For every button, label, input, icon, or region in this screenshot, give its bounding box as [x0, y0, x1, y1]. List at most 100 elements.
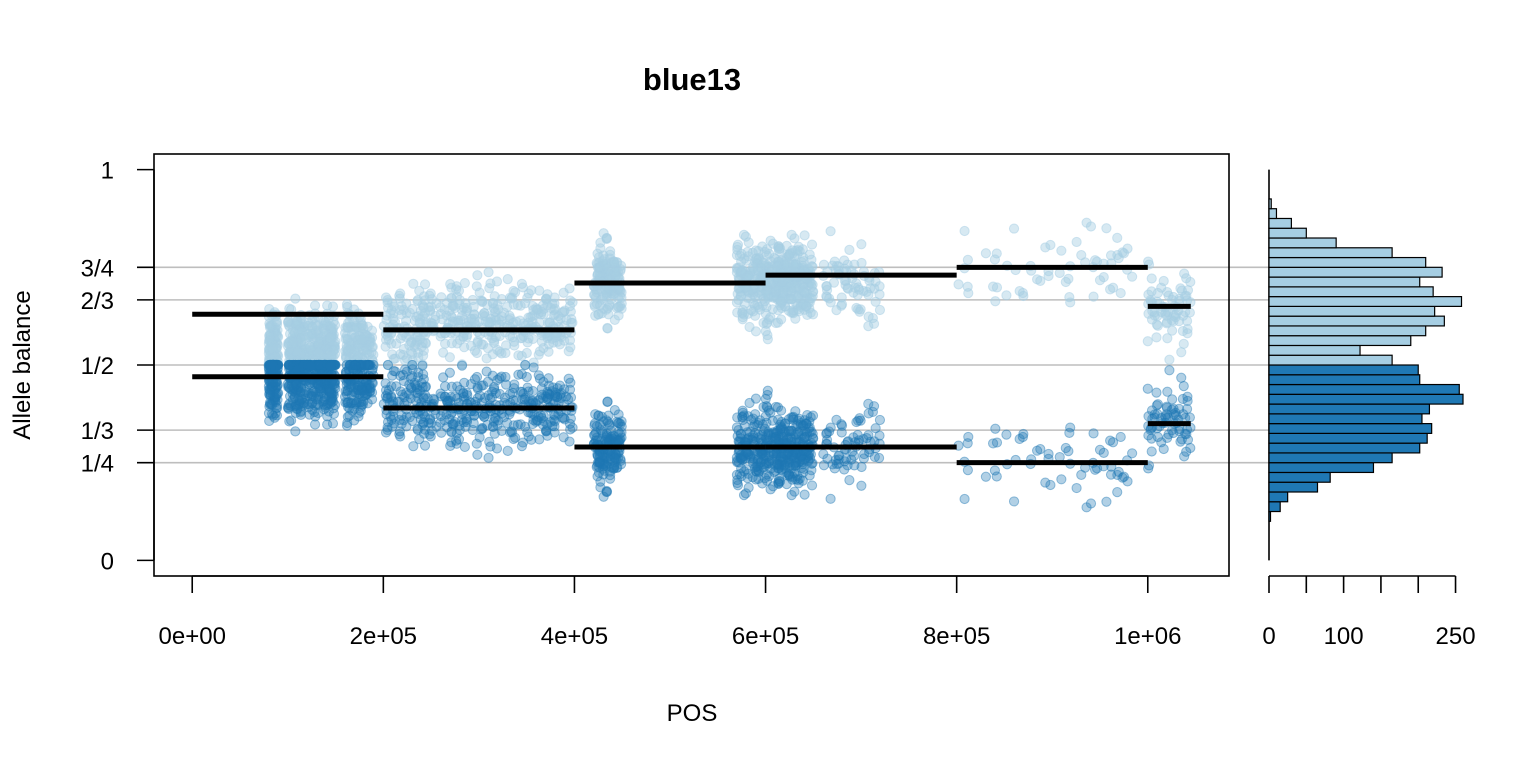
point-minor [772, 458, 783, 469]
point-major [469, 345, 481, 356]
point-major [469, 313, 480, 324]
point-major [1178, 338, 1189, 349]
y-tick-label: 1 [101, 158, 114, 185]
point-minor [504, 427, 516, 438]
point-major [953, 279, 964, 290]
histogram-bar-minor [1268, 374, 1421, 386]
point-minor [491, 443, 503, 454]
point-major [785, 294, 797, 305]
point-minor [542, 392, 553, 403]
point-major [304, 342, 316, 354]
point-major [1146, 273, 1157, 284]
point-major [488, 337, 500, 348]
point-major [1176, 285, 1187, 296]
point-major [518, 331, 529, 342]
point-minor [733, 424, 744, 436]
point-major [419, 279, 431, 290]
histogram-bar-minor [1268, 452, 1393, 464]
x-axis-label: POS [667, 700, 718, 727]
point-major [602, 323, 613, 334]
point-minor [441, 422, 453, 433]
point-major [610, 269, 621, 281]
point-major [1181, 273, 1192, 284]
point-minor [419, 440, 431, 451]
point-major [481, 353, 492, 364]
point-minor [868, 401, 880, 412]
points-minor-allele [263, 359, 1196, 513]
point-minor [488, 382, 500, 393]
point-major [732, 239, 744, 250]
point-minor [516, 368, 527, 380]
point-minor [481, 366, 492, 377]
point-minor [396, 410, 407, 421]
point-minor [842, 436, 854, 447]
point-minor [408, 441, 419, 452]
point-major [1008, 223, 1020, 234]
point-major [340, 333, 351, 345]
point-major [1170, 312, 1181, 323]
point-minor [286, 415, 297, 426]
y-axis-label: Allele balance [9, 290, 36, 439]
point-major [1071, 236, 1082, 248]
point-minor [788, 460, 799, 471]
point-minor [412, 388, 423, 399]
point-minor [1170, 407, 1181, 418]
histogram-bar-major [1268, 325, 1427, 337]
point-minor [394, 426, 405, 437]
point-minor [738, 410, 750, 421]
point-major [330, 343, 341, 355]
point-major [1161, 317, 1173, 328]
point-minor [844, 475, 855, 486]
point-minor [758, 450, 769, 461]
histogram-bar-minor [1268, 364, 1419, 376]
point-major [1162, 287, 1173, 298]
point-major [777, 276, 788, 287]
point-minor [1162, 432, 1173, 443]
point-major [418, 350, 429, 361]
point-major [753, 287, 764, 298]
point-minor [313, 359, 324, 371]
point-major [831, 305, 842, 316]
point-major [504, 292, 516, 303]
point-minor [1063, 446, 1074, 457]
point-minor [551, 391, 563, 403]
point-major [303, 331, 315, 342]
point-minor [502, 445, 513, 457]
point-minor [489, 428, 500, 439]
point-major [1101, 223, 1112, 234]
point-major [528, 304, 539, 316]
point-minor [1085, 498, 1097, 509]
point-major [1143, 256, 1154, 267]
point-minor [597, 426, 608, 437]
point-minor [750, 393, 762, 404]
y-tick-label: 3/4 [81, 255, 114, 282]
point-minor [305, 361, 316, 372]
x-tick-label: 1e+06 [1114, 623, 1181, 650]
point-minor [959, 493, 970, 505]
point-major [804, 249, 815, 260]
point-major [549, 303, 561, 314]
point-major [452, 338, 463, 349]
point-major [541, 293, 552, 304]
point-major [477, 296, 488, 308]
x-tick-label: 0e+00 [159, 623, 226, 650]
point-minor [291, 403, 302, 415]
point-major [980, 248, 992, 259]
histogram-bar-major [1268, 335, 1412, 347]
point-major [404, 307, 415, 318]
point-minor [856, 480, 867, 491]
point-minor [818, 460, 830, 471]
point-major [807, 279, 818, 290]
point-major [736, 267, 747, 278]
y-tick-label: 1/4 [81, 451, 114, 478]
point-minor [1008, 496, 1020, 507]
point-minor [1162, 386, 1173, 397]
point-minor [1112, 487, 1123, 498]
points-major-allele [263, 217, 1196, 371]
point-minor [1151, 400, 1162, 411]
point-minor [387, 396, 399, 407]
point-minor [501, 417, 513, 429]
point-minor [1182, 391, 1193, 402]
point-minor [854, 435, 865, 446]
point-major [561, 314, 572, 326]
